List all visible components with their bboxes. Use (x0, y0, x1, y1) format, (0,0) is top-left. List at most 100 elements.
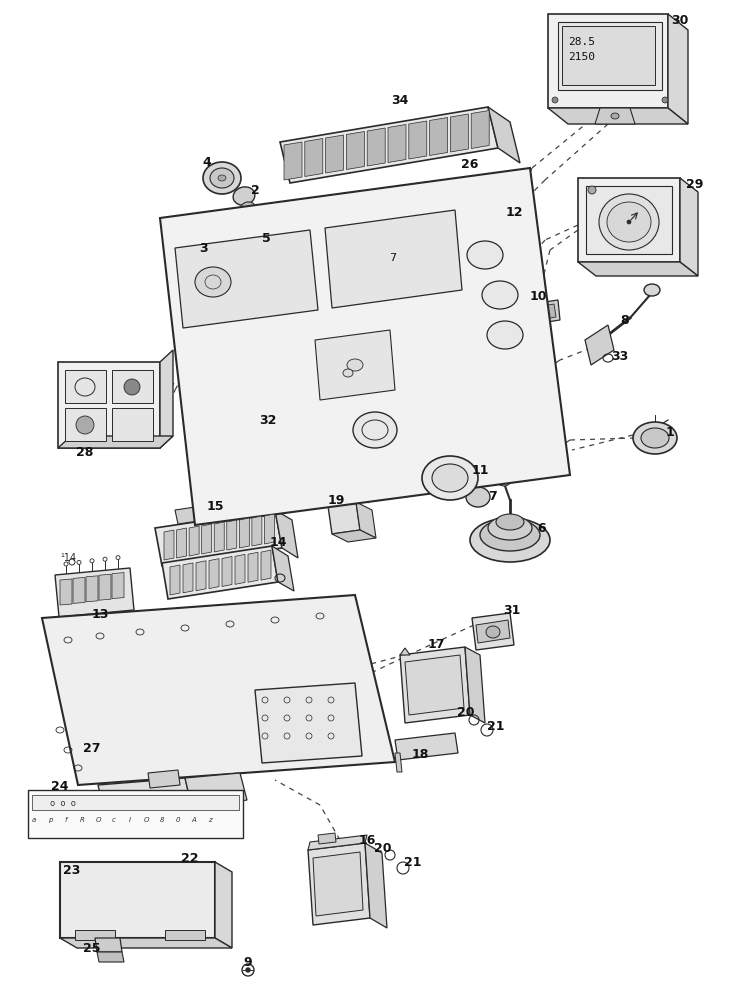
Ellipse shape (486, 626, 500, 638)
Text: R: R (79, 817, 85, 823)
Text: 15: 15 (206, 499, 224, 512)
Polygon shape (525, 300, 560, 325)
Polygon shape (58, 436, 173, 448)
Polygon shape (60, 862, 215, 938)
Ellipse shape (482, 281, 518, 309)
Text: 17: 17 (427, 639, 445, 652)
Polygon shape (162, 546, 278, 599)
Text: 10: 10 (530, 290, 547, 304)
Bar (112, 408, 153, 441)
Polygon shape (308, 843, 370, 925)
Text: c: c (112, 817, 116, 823)
Polygon shape (42, 595, 395, 785)
Polygon shape (227, 520, 237, 550)
Polygon shape (95, 938, 122, 952)
Text: 28.5: 28.5 (568, 37, 595, 47)
Text: 32: 32 (260, 414, 277, 426)
Text: 22: 22 (181, 852, 199, 864)
Polygon shape (196, 251, 222, 273)
Polygon shape (308, 835, 367, 850)
Text: 2150: 2150 (568, 52, 595, 62)
Polygon shape (165, 930, 205, 940)
Text: o  o  o: o o o (50, 798, 76, 808)
Polygon shape (325, 210, 462, 308)
Text: p: p (48, 817, 52, 823)
Polygon shape (248, 552, 258, 582)
Polygon shape (562, 26, 655, 85)
Polygon shape (170, 565, 180, 595)
Polygon shape (55, 568, 134, 617)
Ellipse shape (246, 968, 250, 972)
Polygon shape (313, 852, 363, 916)
Polygon shape (235, 554, 245, 584)
Polygon shape (429, 117, 447, 155)
Text: 5: 5 (262, 232, 270, 244)
Polygon shape (209, 559, 219, 589)
Text: 29: 29 (687, 178, 704, 192)
Ellipse shape (644, 284, 660, 296)
Polygon shape (164, 530, 174, 560)
Text: 33: 33 (611, 350, 628, 362)
Polygon shape (73, 577, 85, 603)
Text: 30: 30 (671, 13, 689, 26)
Polygon shape (405, 655, 464, 715)
Polygon shape (595, 108, 635, 124)
Text: a: a (32, 817, 36, 823)
Polygon shape (60, 938, 232, 948)
Polygon shape (578, 178, 680, 262)
Text: 11: 11 (471, 464, 488, 477)
Ellipse shape (467, 241, 503, 269)
Ellipse shape (204, 260, 214, 268)
Polygon shape (252, 516, 262, 546)
Ellipse shape (466, 487, 490, 507)
Polygon shape (86, 576, 98, 602)
Polygon shape (558, 22, 662, 90)
Polygon shape (548, 14, 668, 108)
Text: 9: 9 (244, 956, 252, 968)
Polygon shape (332, 530, 376, 542)
Ellipse shape (662, 97, 668, 103)
Polygon shape (183, 563, 193, 593)
Polygon shape (175, 230, 318, 328)
Polygon shape (318, 833, 336, 844)
Polygon shape (578, 262, 698, 276)
Polygon shape (488, 107, 520, 163)
Polygon shape (585, 325, 614, 365)
Ellipse shape (432, 464, 468, 492)
Polygon shape (325, 135, 343, 173)
Polygon shape (160, 168, 570, 525)
Polygon shape (189, 526, 199, 556)
Polygon shape (60, 579, 72, 605)
Ellipse shape (588, 186, 596, 194)
Text: 20: 20 (457, 706, 475, 718)
Ellipse shape (633, 422, 677, 454)
Polygon shape (328, 502, 360, 534)
Polygon shape (409, 121, 427, 159)
Text: 26: 26 (462, 158, 479, 172)
Polygon shape (58, 362, 160, 448)
Polygon shape (395, 753, 402, 772)
Polygon shape (548, 108, 688, 124)
Ellipse shape (607, 202, 651, 242)
Polygon shape (97, 952, 124, 962)
Polygon shape (400, 647, 470, 723)
Text: 23: 23 (64, 863, 81, 876)
Text: 7: 7 (488, 490, 497, 504)
Text: 0: 0 (176, 817, 180, 823)
Text: 8: 8 (160, 817, 165, 823)
Polygon shape (586, 186, 672, 254)
Text: 21: 21 (487, 720, 505, 732)
Polygon shape (668, 14, 688, 124)
Text: O: O (144, 817, 149, 823)
Text: 13: 13 (91, 607, 108, 620)
Text: 8: 8 (621, 314, 629, 326)
Text: 28: 28 (76, 446, 94, 460)
Ellipse shape (487, 321, 523, 349)
Ellipse shape (498, 478, 510, 486)
Ellipse shape (611, 113, 619, 119)
Ellipse shape (599, 194, 659, 250)
Polygon shape (680, 178, 698, 276)
Ellipse shape (343, 369, 353, 377)
Polygon shape (75, 930, 115, 940)
Polygon shape (388, 124, 406, 162)
